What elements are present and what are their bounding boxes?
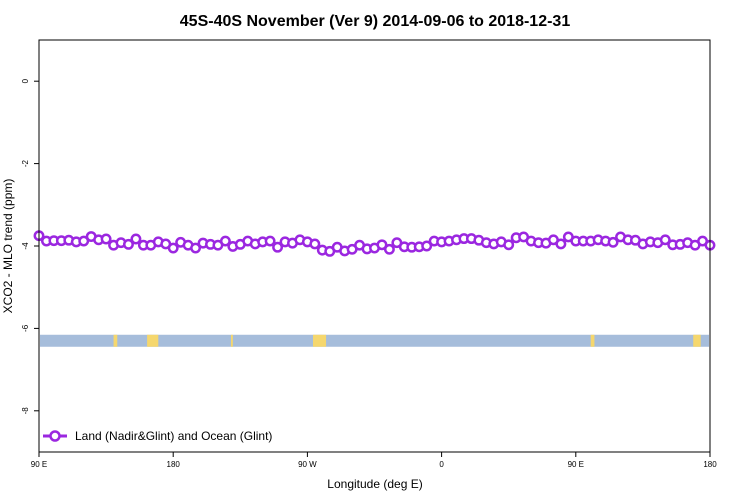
legend: Land (Nadir&Glint) and Ocean (Glint) (43, 429, 272, 443)
x-axis-label: Longitude (deg E) (327, 477, 422, 491)
land-segment-0 (113, 334, 118, 347)
x-tick-label: 0 (439, 460, 444, 469)
chart-title: 45S-40S November (Ver 9) 2014-09-06 to 2… (180, 13, 571, 30)
data-point (272, 241, 284, 253)
x-tick-label: 90 E (568, 460, 584, 469)
x-tick-label: 90 E (31, 460, 47, 469)
land-segment-3 (312, 334, 327, 347)
y-axis-label: XCO2 - MLO trend (ppm) (1, 179, 15, 314)
y-tick-label: -4 (21, 242, 30, 250)
surface-type-band (40, 334, 709, 347)
y-tick-label: -2 (21, 159, 30, 167)
data-point (264, 235, 276, 247)
legend-marker (49, 430, 61, 442)
x-tick-label: 180 (167, 460, 181, 469)
data-point (100, 233, 112, 245)
data-point (190, 242, 202, 254)
data-point (659, 234, 671, 246)
data-point (555, 238, 567, 250)
data-point (130, 233, 142, 245)
data-point (421, 240, 433, 252)
data-point (167, 242, 179, 254)
ocean-band (40, 334, 709, 347)
data-point (309, 238, 321, 250)
data-point (219, 235, 231, 247)
land-segment-4 (590, 334, 595, 347)
y-tick-label: -6 (21, 324, 30, 332)
data-point (607, 236, 619, 248)
data-point (503, 239, 515, 251)
y-tick-label: 0 (21, 78, 30, 83)
x-axis-ticks: 90 E 180 90 W 0 90 E 180 (31, 452, 717, 469)
data-point (376, 239, 388, 251)
series-layer (33, 230, 716, 257)
land-segment-1 (147, 334, 159, 347)
land-segment-5 (693, 334, 701, 347)
data-point (383, 243, 395, 255)
y-tick-label: -8 (21, 407, 30, 415)
data-point (78, 235, 90, 247)
x-tick-label: 90 W (298, 460, 317, 469)
y-axis-ticks: 0 -2 -4 -6 -8 (21, 78, 39, 414)
data-point (123, 238, 134, 250)
land-segment-2 (230, 334, 233, 347)
x-tick-label: 180 (703, 460, 717, 469)
legend-label: Land (Nadir&Glint) and Ocean (Glint) (75, 429, 272, 443)
